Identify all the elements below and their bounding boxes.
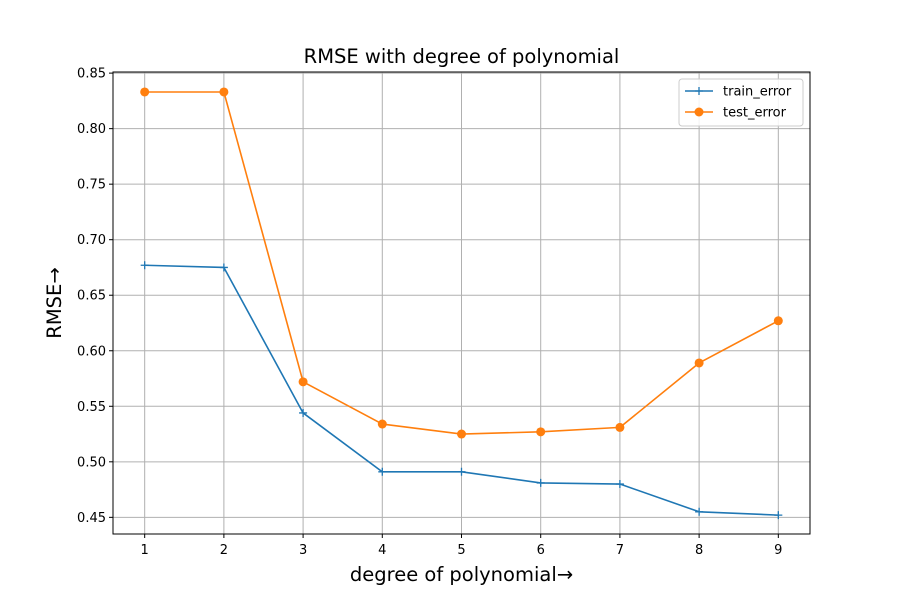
legend-marker-test xyxy=(694,107,704,117)
data-point xyxy=(298,377,308,387)
legend-marker-train xyxy=(695,87,703,95)
data-point xyxy=(378,467,387,476)
legend: train_error test_error xyxy=(678,78,804,127)
tick-layer: 1 2 3 4 5 6 7 8 9 0.45 0.50 0.55 0.60 0.65 0.70 0.75 0.8… xyxy=(77,67,782,558)
legend-label-test: test_error xyxy=(723,106,787,121)
y-tick-label: 0.65 xyxy=(77,289,106,304)
data-point xyxy=(457,467,466,476)
x-tick-label: 8 xyxy=(695,543,703,558)
data-point xyxy=(140,87,150,97)
y-tick-label: 0.50 xyxy=(77,455,106,470)
x-tick-label: 4 xyxy=(378,543,386,558)
y-tick-label: 0.70 xyxy=(77,233,106,248)
x-tick-label: 3 xyxy=(299,543,307,558)
y-tick-label: 0.60 xyxy=(77,344,106,359)
data-point xyxy=(615,480,624,489)
data-point xyxy=(615,422,625,432)
y-tick-label: 0.55 xyxy=(77,400,106,415)
x-tick-label: 9 xyxy=(774,543,782,558)
data-point xyxy=(457,429,466,439)
x-tick-label: 7 xyxy=(616,543,624,558)
grid-layer xyxy=(113,72,810,534)
legend-label-train: train_error xyxy=(723,85,792,100)
x-axis-label: degree of polynomial→ xyxy=(350,563,573,586)
y-tick-label: 0.75 xyxy=(77,178,106,193)
x-tick-label: 2 xyxy=(220,543,228,558)
series-layer xyxy=(140,87,783,520)
series-train_error xyxy=(140,261,783,520)
data-point xyxy=(377,419,387,429)
data-point xyxy=(773,316,783,326)
data-point xyxy=(536,427,546,437)
x-tick-label: 5 xyxy=(457,543,465,558)
series-test_error xyxy=(140,87,783,439)
data-point xyxy=(299,408,308,417)
x-tick-label: 1 xyxy=(141,543,149,558)
y-axis-label: RMSE→ xyxy=(43,267,66,338)
data-point xyxy=(694,358,704,368)
data-point xyxy=(140,261,149,270)
x-tick-label: 6 xyxy=(537,543,545,558)
data-point xyxy=(695,507,704,516)
y-tick-label: 0.45 xyxy=(77,511,106,526)
data-point xyxy=(536,478,545,487)
chart-title: RMSE with degree of polynomial xyxy=(304,45,620,68)
data-point xyxy=(219,263,228,272)
data-point xyxy=(219,87,229,97)
y-tick-label: 0.80 xyxy=(77,122,106,137)
data-point xyxy=(774,511,783,520)
y-tick-label: 0.85 xyxy=(77,67,106,82)
